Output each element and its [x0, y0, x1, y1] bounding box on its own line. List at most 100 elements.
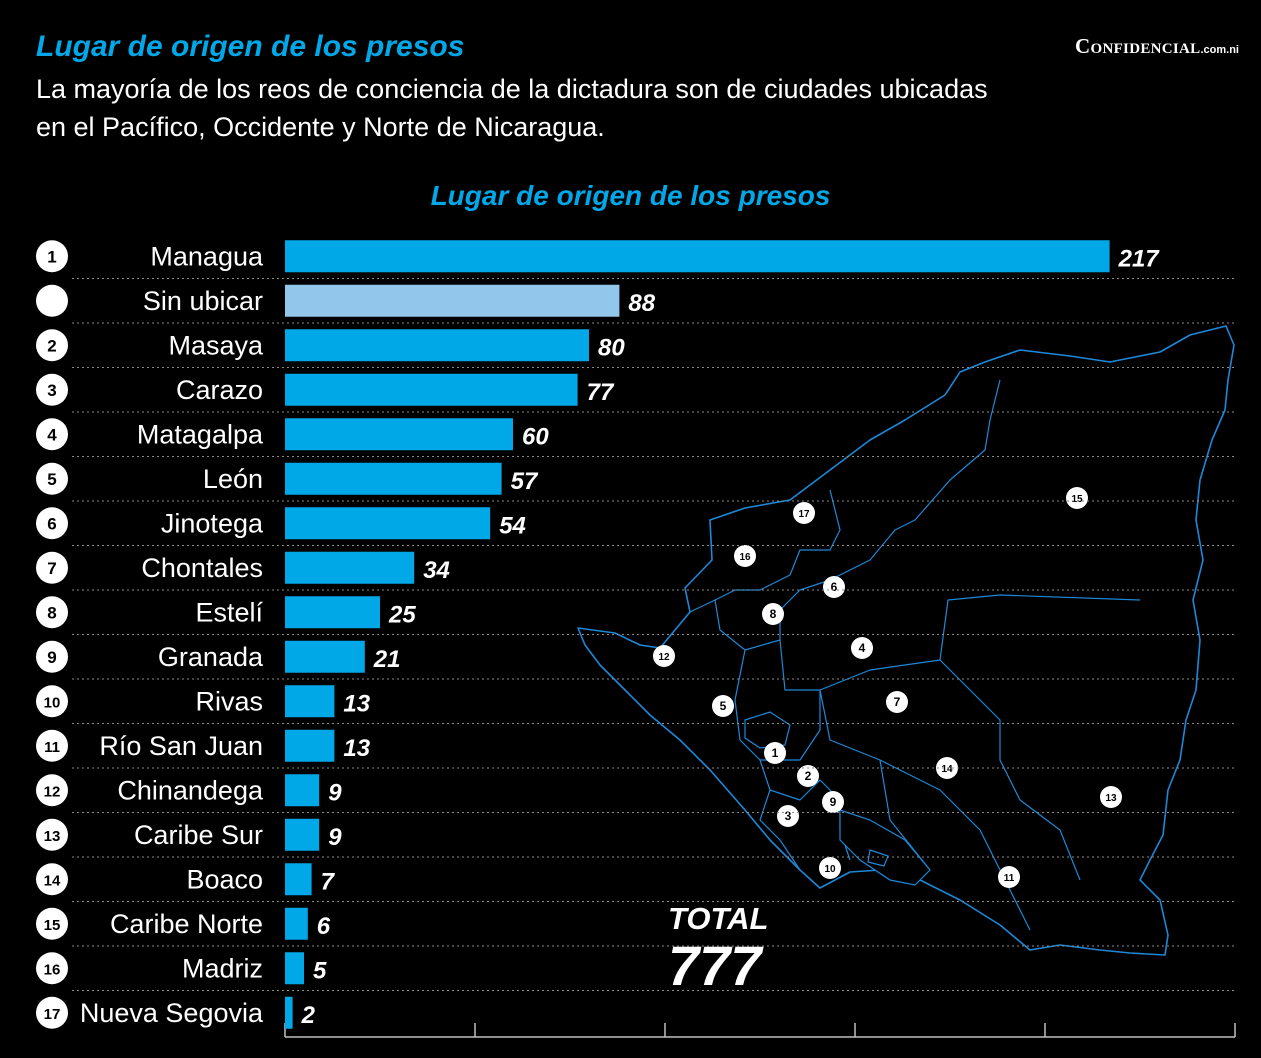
rank-badge — [36, 329, 68, 362]
bar — [285, 952, 304, 985]
total-block: TOTAL 777 — [668, 902, 768, 996]
rank-label: 12 — [44, 783, 61, 800]
rank-label: 7 — [47, 559, 56, 578]
rank-badge — [36, 863, 68, 896]
bar — [285, 240, 1110, 273]
department-borders — [689, 379, 1141, 931]
value-label: 217 — [1118, 245, 1161, 272]
rank-badge — [36, 551, 68, 584]
nicaragua-map — [577, 325, 1235, 956]
value-label: 2 — [301, 1002, 316, 1029]
map-marker-label: 10 — [824, 864, 836, 875]
map-marker-label: 17 — [798, 509, 810, 520]
total-label: TOTAL — [668, 901, 769, 936]
rank-badge — [36, 818, 68, 851]
category-label: Managua — [150, 241, 264, 271]
bar — [285, 907, 308, 940]
map-marker — [734, 545, 756, 567]
category-label: Caribe Norte — [110, 909, 263, 939]
category-label: Caribe Sur — [134, 820, 263, 850]
rank-label: 2 — [47, 336, 56, 355]
value-label: 13 — [343, 735, 370, 762]
map-marker — [1066, 487, 1088, 509]
rank-label: 16 — [44, 961, 61, 978]
bar — [285, 507, 491, 540]
category-label: Estelí — [195, 597, 263, 627]
category-label: Sin ubicar — [143, 286, 263, 316]
map-marker-label: 5 — [720, 699, 727, 713]
rank-badge — [36, 729, 68, 762]
rank-label: 13 — [44, 828, 61, 845]
bar — [285, 462, 502, 495]
bar — [285, 373, 578, 406]
bar — [285, 863, 312, 896]
value-label: 60 — [522, 423, 549, 450]
rank-label: 9 — [47, 648, 56, 667]
category-label: Jinotega — [161, 508, 264, 538]
category-label: Río San Juan — [99, 731, 263, 761]
rank-badge — [36, 240, 68, 273]
category-label: Granada — [158, 642, 264, 672]
chart-title: Lugar de origen de los presos — [430, 180, 831, 211]
map-marker — [762, 603, 784, 625]
bar — [285, 418, 513, 451]
category-label: Masaya — [168, 330, 264, 360]
rank-badge — [36, 418, 68, 451]
value-label: 13 — [343, 690, 370, 717]
map-marker-label: 16 — [739, 552, 751, 563]
map-marker-label: 4 — [859, 641, 866, 655]
brand-suffix: .com.ni — [1200, 44, 1239, 56]
map-marker-label: 9 — [830, 795, 837, 809]
rank-label: 3 — [47, 381, 56, 400]
map-marker — [797, 765, 819, 787]
value-label: 7 — [321, 868, 336, 895]
rank-badge — [36, 596, 68, 629]
bar — [285, 818, 320, 851]
value-label: 5 — [313, 957, 327, 984]
map-marker-label: 1 — [772, 746, 779, 760]
rank-label: 14 — [44, 872, 61, 889]
rank-label: 4 — [47, 425, 57, 444]
bar — [285, 329, 589, 362]
map-marker-label: 3 — [785, 809, 792, 823]
bar — [285, 551, 415, 584]
rank-label: 1 — [47, 247, 56, 266]
rank-badge — [36, 907, 68, 940]
category-label: León — [203, 464, 263, 494]
map-marker — [886, 691, 908, 713]
rank-badge — [36, 774, 68, 807]
value-label: 21 — [373, 646, 401, 673]
rank-label: 10 — [44, 694, 61, 711]
map-marker — [823, 576, 845, 598]
category-label: Boaco — [186, 864, 263, 894]
map-marker — [712, 695, 734, 717]
rank-badge — [36, 507, 68, 540]
rank-label: 5 — [47, 470, 56, 489]
map-marker — [1100, 786, 1122, 808]
map-marker-label: 7 — [894, 695, 901, 709]
category-label: Chinandega — [117, 775, 264, 805]
brand-logo: Confidencial.com.ni — [1075, 34, 1239, 59]
category-label: Madriz — [182, 953, 263, 983]
rank-label: 8 — [47, 603, 56, 622]
map-marker-label: 8 — [770, 607, 777, 621]
rank-label: 11 — [44, 739, 60, 756]
rank-badge — [36, 640, 68, 673]
bar — [285, 640, 365, 673]
rank-badge — [36, 462, 68, 495]
map-marker — [653, 645, 675, 667]
category-label: Chontales — [141, 553, 263, 583]
map-marker — [777, 805, 799, 827]
total-value: 777 — [668, 934, 762, 997]
map-marker-label: 11 — [1004, 873, 1015, 884]
value-label: 57 — [511, 468, 539, 495]
map-marker-label: 15 — [1071, 494, 1083, 505]
rank-badge — [36, 685, 68, 718]
x-axis — [284, 1023, 1236, 1038]
rank-badge — [36, 952, 68, 985]
map-marker — [998, 866, 1020, 888]
bar — [285, 596, 380, 629]
value-label: 80 — [598, 334, 625, 361]
